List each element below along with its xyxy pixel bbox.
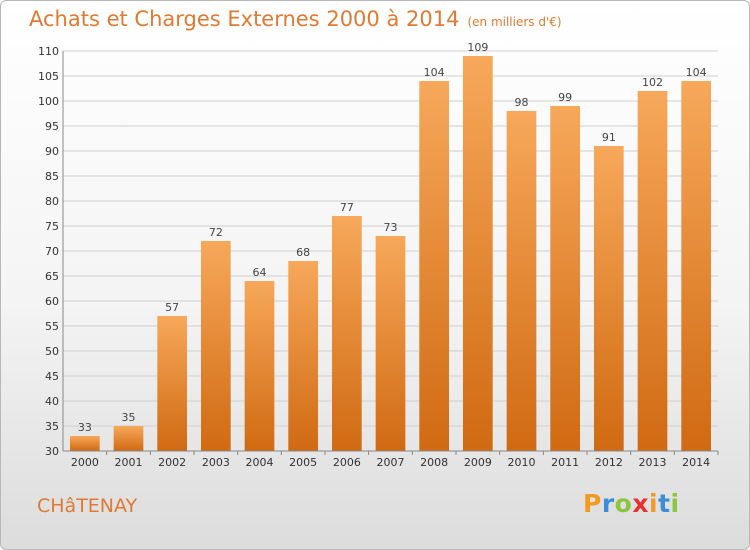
x-tick-label: 2001	[115, 456, 143, 469]
y-tick-label: 45	[45, 370, 59, 383]
bar-2001	[113, 426, 144, 451]
x-tick-label: 2012	[595, 456, 623, 469]
y-tick-label: 110	[38, 45, 59, 58]
bar-2011	[550, 106, 581, 451]
value-label: 73	[384, 221, 398, 234]
logo-letter: i	[670, 489, 680, 518]
value-label: 91	[602, 131, 616, 144]
logo-letter: o	[614, 489, 633, 518]
bar-2013	[637, 91, 668, 451]
bar-2012	[593, 146, 624, 451]
y-tick-label: 55	[45, 320, 59, 333]
y-tick-label: 60	[45, 295, 59, 308]
value-label: 35	[122, 411, 136, 424]
value-label: 109	[467, 41, 488, 54]
x-tick-label: 2008	[420, 456, 448, 469]
y-tick-label: 100	[38, 95, 59, 108]
x-tick-label: 2005	[289, 456, 317, 469]
y-tick-label: 75	[45, 220, 59, 233]
logo-letter: x	[632, 489, 649, 518]
bar-2005	[288, 261, 319, 451]
value-label: 99	[558, 91, 572, 104]
x-tick-label: 2006	[333, 456, 361, 469]
bars: 33 35 57 72 64 68 77 73 104 109 98 99 91 102 104	[69, 41, 712, 451]
chart-title: Achats et Charges Externes 2000 à 2014 (e…	[29, 7, 562, 31]
commune-name: CHâTENAY	[37, 495, 138, 517]
value-label: 68	[296, 246, 310, 259]
x-tick-label: 2004	[246, 456, 274, 469]
value-label: 104	[424, 66, 445, 79]
y-tick-label: 30	[45, 445, 59, 458]
x-tick-label: 2010	[508, 456, 536, 469]
x-tick-label: 2000	[71, 456, 99, 469]
x-tick-label: 2002	[158, 456, 186, 469]
y-tick-label: 85	[45, 170, 59, 183]
value-label: 57	[165, 301, 179, 314]
y-tick-label: 105	[38, 70, 59, 83]
x-tick-label: 2014	[682, 456, 710, 469]
y-tick-label: 95	[45, 120, 59, 133]
value-label: 104	[686, 66, 707, 79]
bar-2009	[462, 56, 493, 451]
logo-letter: t	[658, 489, 671, 518]
x-tick-label: 2007	[377, 456, 405, 469]
proxiti-logo: Proxiti	[583, 489, 680, 518]
chart-subtitle: (en milliers d'€)	[467, 15, 562, 29]
y-tick-label: 70	[45, 245, 59, 258]
logo-letter: P	[583, 489, 602, 518]
y-tick-label: 65	[45, 270, 59, 283]
logo-letter: r	[601, 489, 615, 518]
value-label: 33	[78, 421, 92, 434]
bar-2002	[157, 316, 188, 451]
y-tick-label: 90	[45, 145, 59, 158]
value-label: 64	[253, 266, 267, 279]
bar-2006	[331, 216, 362, 451]
x-tick-label: 2003	[202, 456, 230, 469]
bar-2000	[69, 436, 100, 451]
x-tick-label: 2011	[551, 456, 579, 469]
bar-2003	[200, 241, 231, 451]
value-label: 98	[515, 96, 529, 109]
title-text: Achats et Charges Externes 2000 à 2014	[29, 7, 460, 31]
logo-letter: i	[649, 489, 659, 518]
bar-2014	[681, 81, 712, 451]
y-tick-label: 80	[45, 195, 59, 208]
value-label: 77	[340, 201, 354, 214]
y-tick-label: 40	[45, 395, 59, 408]
x-tick-label: 2013	[639, 456, 667, 469]
y-tick-label: 35	[45, 420, 59, 433]
y-tick-label: 50	[45, 345, 59, 358]
value-label: 102	[642, 76, 663, 89]
x-tick-label: 2009	[464, 456, 492, 469]
bar-2004	[244, 281, 275, 451]
value-label: 72	[209, 226, 223, 239]
axes: 30 35 40 45 50 55 60 65 70 75 80 85 90 95 100 105 110 200…	[38, 45, 719, 469]
bar-2008	[419, 81, 450, 451]
bar-2010	[506, 111, 537, 451]
bar-2007	[375, 236, 406, 451]
